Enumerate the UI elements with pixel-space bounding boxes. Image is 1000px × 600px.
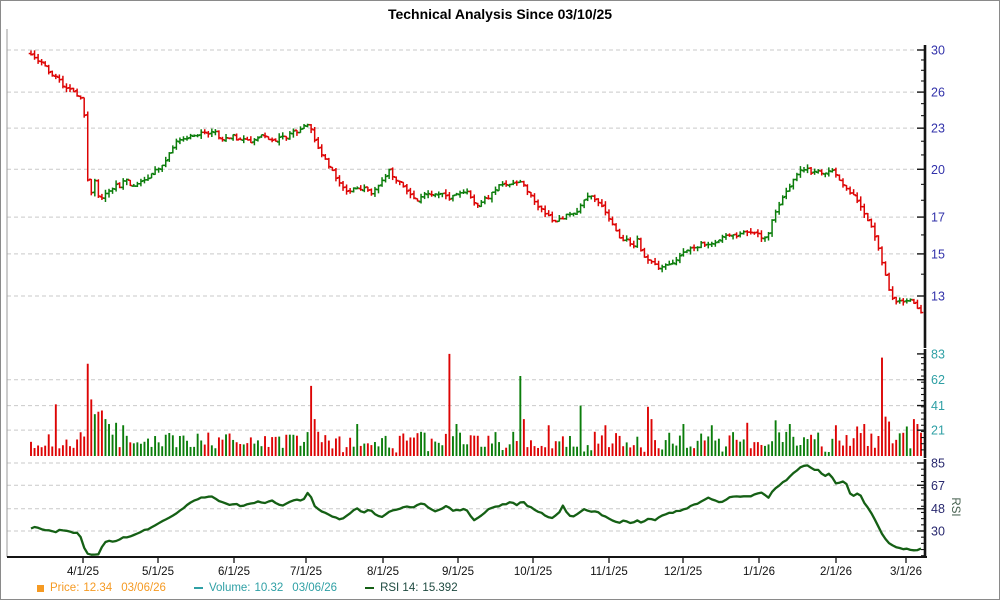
price-swatch-icon — [37, 584, 44, 592]
chart-legend: Price: 12.34 03/06/26 Volume: 10.32 03/0… — [37, 582, 486, 594]
svg-text:2/1/26: 2/1/26 — [820, 566, 852, 578]
svg-text:62: 62 — [931, 373, 945, 387]
svg-text:3/1/26: 3/1/26 — [890, 566, 922, 578]
svg-text:26: 26 — [931, 86, 945, 100]
svg-text:1/1/26: 1/1/26 — [743, 566, 775, 578]
volume-legend-date: 03/06/26 — [292, 582, 338, 594]
rsi-line — [30, 464, 922, 556]
gridlines — [7, 49, 923, 532]
svg-text:7/1/25: 7/1/25 — [290, 566, 322, 578]
chart-title: Technical Analysis Since 03/10/25 — [387, 6, 613, 22]
svg-text:17: 17 — [931, 211, 945, 225]
rsi-line-icon — [365, 586, 375, 590]
price-legend-value: 12.34 — [83, 582, 113, 594]
svg-text:10/1/25: 10/1/25 — [514, 566, 552, 578]
legend-volume: Volume: 10.32 03/06/26 — [193, 582, 338, 594]
svg-text:48: 48 — [931, 502, 945, 516]
svg-text:5/1/25: 5/1/25 — [142, 566, 174, 578]
rsi-legend-label: RSI 14: — [380, 582, 419, 594]
svg-text:41: 41 — [931, 399, 945, 413]
axes: 30 26 23 20 17 15 13 83 62 41 21 85 67 48 30 RSI 4/1/25 5… — [6, 29, 961, 578]
svg-text:15: 15 — [931, 247, 945, 261]
rsi-legend-value: 15.392 — [422, 582, 458, 594]
svg-text:4/1/25: 4/1/25 — [67, 566, 99, 578]
volume-legend-label: Volume: — [208, 582, 251, 594]
price-legend-label: Price: — [50, 582, 80, 594]
svg-text:RSI: RSI — [949, 497, 961, 516]
svg-text:23: 23 — [931, 122, 945, 136]
svg-text:8/1/25: 8/1/25 — [367, 566, 399, 578]
svg-text:20: 20 — [931, 163, 945, 177]
volume-legend-value: 10.32 — [254, 582, 284, 594]
svg-text:12/1/25: 12/1/25 — [664, 566, 702, 578]
svg-text:30: 30 — [931, 525, 945, 539]
ohlc-bars — [28, 50, 924, 314]
svg-text:67: 67 — [931, 479, 945, 493]
svg-text:30: 30 — [931, 44, 945, 58]
svg-text:83: 83 — [931, 347, 945, 361]
volume-line-icon — [193, 586, 203, 590]
legend-rsi: RSI 14: 15.392 — [365, 582, 458, 594]
svg-text:6/1/25: 6/1/25 — [218, 566, 250, 578]
svg-text:85: 85 — [931, 457, 945, 471]
volume-bars — [30, 353, 922, 456]
price-legend-date: 03/06/26 — [121, 582, 166, 594]
svg-text:9/1/25: 9/1/25 — [442, 566, 474, 578]
svg-text:13: 13 — [931, 290, 945, 304]
legend-price: Price: 12.34 03/06/26 — [37, 582, 166, 594]
svg-text:21: 21 — [931, 424, 945, 438]
svg-text:11/1/25: 11/1/25 — [590, 566, 628, 578]
